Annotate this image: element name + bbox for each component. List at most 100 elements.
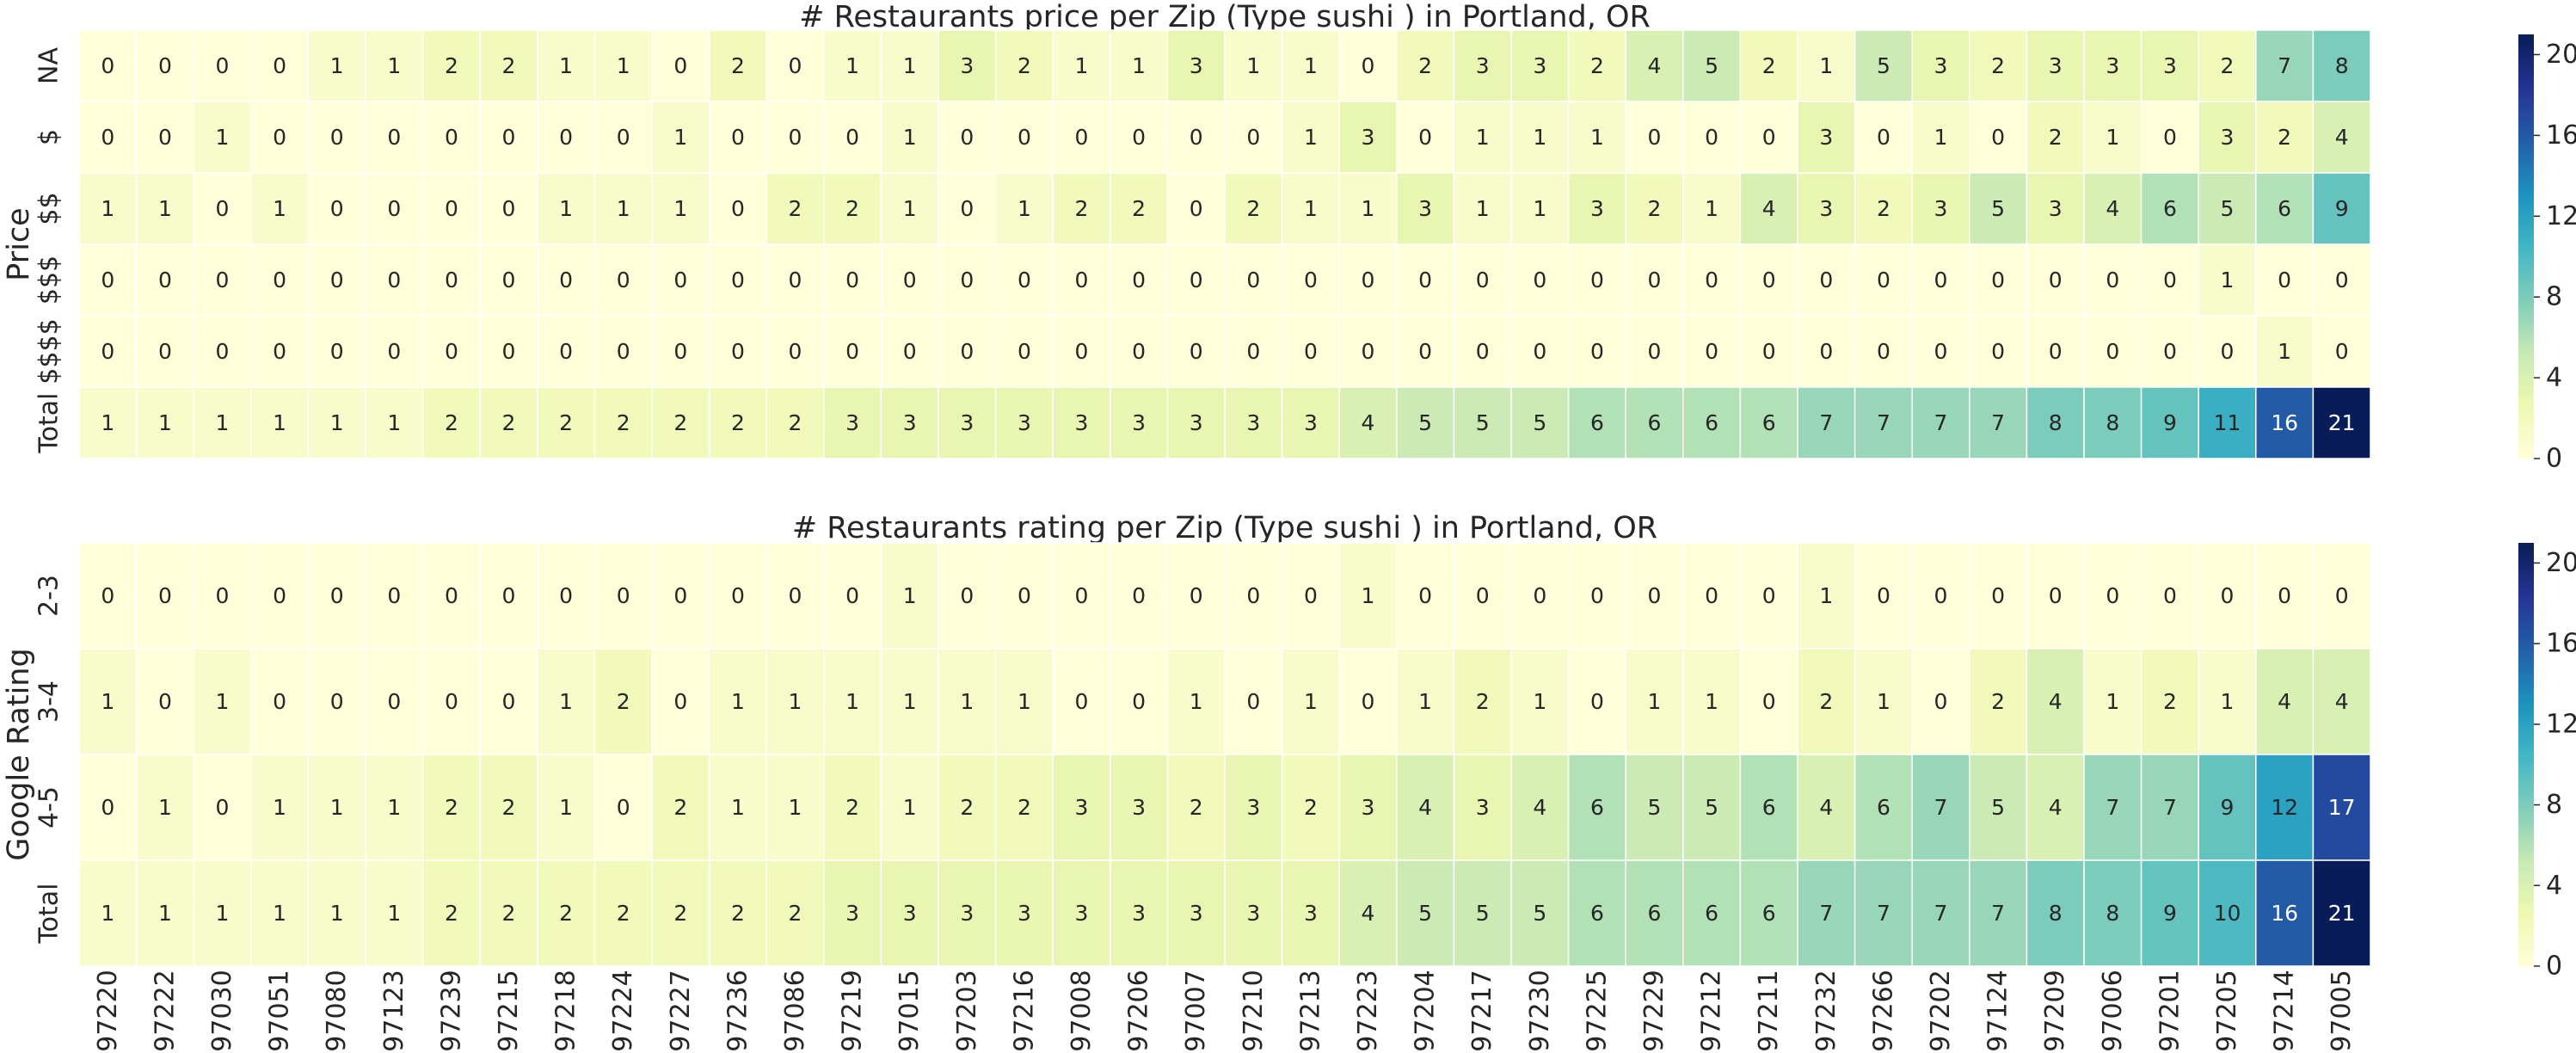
colorbar-segment <box>2518 740 2534 745</box>
cell-value: 0 <box>273 53 286 78</box>
cell-value: 2 <box>1017 53 1031 78</box>
x-tick-label: 97124 <box>1983 970 2013 1051</box>
heatmap-cell <box>1739 172 1798 245</box>
colorbar-segment <box>2518 557 2534 562</box>
cell-value: 0 <box>1991 125 2005 150</box>
cell-value: 1 <box>845 53 859 78</box>
heatmap-cell <box>1338 386 1398 459</box>
colorbar-segment <box>2518 186 2534 191</box>
cell-value: 1 <box>903 125 917 150</box>
heatmap-cell <box>938 29 997 102</box>
cell-value: 1 <box>1877 689 1891 714</box>
cell-value: 2 <box>1648 196 1662 221</box>
heatmap-cell <box>1224 386 1283 459</box>
cell-value: 3 <box>1304 410 1318 435</box>
colorbar-segment <box>2518 80 2534 85</box>
colorbar-segment <box>2518 434 2534 438</box>
cell-value: 3 <box>1132 410 1146 435</box>
cell-value: 3 <box>1246 410 1260 435</box>
colorbar-segment <box>2518 419 2534 424</box>
heatmap-cell <box>1110 29 1169 102</box>
cell-value: 7 <box>1819 410 1833 435</box>
y-tick-label: 3-4 <box>34 680 65 723</box>
cell-value: 2 <box>845 196 859 221</box>
heatmap-cell <box>2198 172 2257 245</box>
colorbar-segment <box>2518 444 2534 449</box>
cell-value: 2 <box>2163 689 2177 714</box>
cell-value: 9 <box>2221 795 2235 820</box>
heatmap-cell <box>880 172 939 245</box>
colorbar-segment <box>2518 609 2534 614</box>
cell-value: 4 <box>1533 795 1546 820</box>
cell-value: 2 <box>502 53 516 78</box>
heatmap-cell <box>1453 754 1512 861</box>
cell-value: 3 <box>2163 53 2177 78</box>
heatmap-cell <box>2255 386 2315 459</box>
cell-value: 2 <box>731 901 745 926</box>
cell-value: 0 <box>502 125 516 150</box>
heatmap-cell <box>823 754 882 861</box>
cell-value: 6 <box>1762 410 1776 435</box>
cell-value: 8 <box>2106 410 2119 435</box>
colorbar-segment <box>2518 87 2534 92</box>
heatmap-cell <box>2083 859 2143 967</box>
cell-value: 0 <box>1648 268 1662 292</box>
heatmap-cell <box>880 859 939 967</box>
cell-value: 0 <box>101 125 114 150</box>
colorbar-segment <box>2518 652 2534 656</box>
cell-value: 1 <box>330 53 344 78</box>
heatmap-cell <box>938 859 997 967</box>
cell-value: 0 <box>1132 339 1146 364</box>
heatmap-cell <box>2083 315 2143 388</box>
colorbar-segment <box>2518 543 2534 547</box>
cell-value: 0 <box>1075 583 1089 608</box>
cell-value: 2 <box>845 795 859 820</box>
x-tick-label: 97222 <box>150 970 180 1051</box>
colorbar-segment <box>2518 218 2534 223</box>
colorbar-segment <box>2518 909 2534 914</box>
heatmap-cell <box>1969 386 2028 459</box>
heatmap-cell <box>651 243 710 317</box>
cell-value: 3 <box>960 410 974 435</box>
heatmap-cell <box>1739 754 1798 861</box>
cell-value: 1 <box>731 795 745 820</box>
cell-value: 2 <box>1590 53 1604 78</box>
colorbar-segment <box>2518 723 2534 727</box>
colorbar-segment <box>2518 595 2534 600</box>
colorbar-segment <box>2518 437 2534 442</box>
cell-value: 3 <box>1132 901 1146 926</box>
y-tick-label: NA <box>34 47 65 84</box>
cell-value: 2 <box>445 901 458 926</box>
cell-value: 0 <box>158 583 172 608</box>
cell-value: 2 <box>789 901 802 926</box>
cell-value: 7 <box>1877 901 1891 926</box>
heatmap-cell <box>1739 859 1798 967</box>
colorbar-segment <box>2518 373 2534 379</box>
colorbar-segment <box>2518 687 2534 692</box>
cell-value: 0 <box>1991 583 2005 608</box>
colorbar-segment <box>2518 574 2534 579</box>
x-tick-label: 97213 <box>1295 970 1325 1051</box>
cell-value: 0 <box>1934 689 1948 714</box>
cell-value: 2 <box>1762 53 1776 78</box>
cell-value: 0 <box>1017 268 1031 292</box>
cell-value: 0 <box>1762 125 1776 150</box>
cell-value: 0 <box>2106 583 2119 608</box>
cell-value: 0 <box>559 268 573 292</box>
colorbar-segment <box>2518 790 2534 794</box>
colorbar-segment <box>2518 825 2534 829</box>
heatmap-cell <box>1338 542 1398 650</box>
cell-value: 3 <box>1362 795 1375 820</box>
colorbar-segment <box>2518 105 2534 109</box>
colorbar-segment <box>2518 828 2534 833</box>
cell-value: 1 <box>387 795 401 820</box>
cell-value: 21 <box>2328 901 2356 926</box>
colorbar-segment <box>2518 119 2534 124</box>
heatmap-cell <box>365 243 424 317</box>
heatmap-cell <box>1625 243 1684 317</box>
heatmap-cell <box>1110 648 1169 755</box>
cell-value: 0 <box>1304 583 1318 608</box>
heatmap-cell <box>537 101 596 174</box>
heatmap-cell <box>1797 29 1856 102</box>
cell-value: 0 <box>502 196 516 221</box>
